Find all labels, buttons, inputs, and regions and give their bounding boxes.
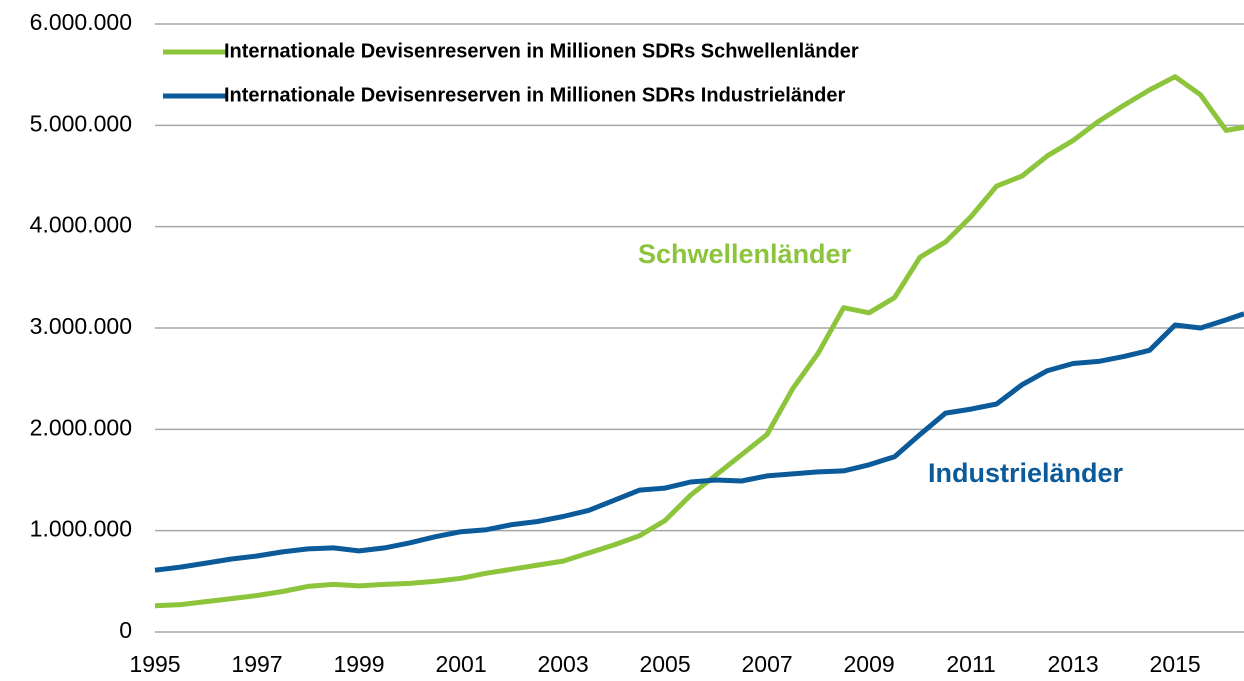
x-tick-label: 2005: [639, 651, 690, 677]
annotation: Schwellenländer: [638, 239, 852, 269]
y-tick-label: 5.000.000: [30, 110, 132, 136]
x-tick-label: 2007: [741, 651, 792, 677]
x-tick-label: 1997: [231, 651, 282, 677]
y-tick-label: 0: [119, 617, 132, 643]
x-tick-label: 2013: [1048, 651, 1099, 677]
x-tick-label: 2009: [844, 651, 895, 677]
x-tick-label: 2003: [537, 651, 588, 677]
x-tick-label: 2011: [946, 651, 995, 677]
y-tick-label: 3.000.000: [30, 313, 132, 339]
x-tick-label: 2015: [1150, 651, 1201, 677]
x-tick-label: 1995: [129, 651, 180, 677]
annotation: Industrieländer: [928, 458, 1124, 488]
y-tick-label: 1.000.000: [30, 516, 132, 542]
x-tick-label: 1999: [333, 651, 384, 677]
y-tick-label: 4.000.000: [30, 212, 132, 238]
legend-label: Internationale Devisenreserven in Millio…: [224, 40, 859, 62]
y-tick-label: 2.000.000: [30, 414, 132, 440]
series-line: [154, 74, 1244, 609]
y-tick-label: 6.000.000: [30, 9, 132, 35]
series-line: [154, 311, 1244, 573]
x-tick-label: 2001: [435, 651, 486, 677]
legend-label: Internationale Devisenreserven in Millio…: [224, 84, 845, 106]
